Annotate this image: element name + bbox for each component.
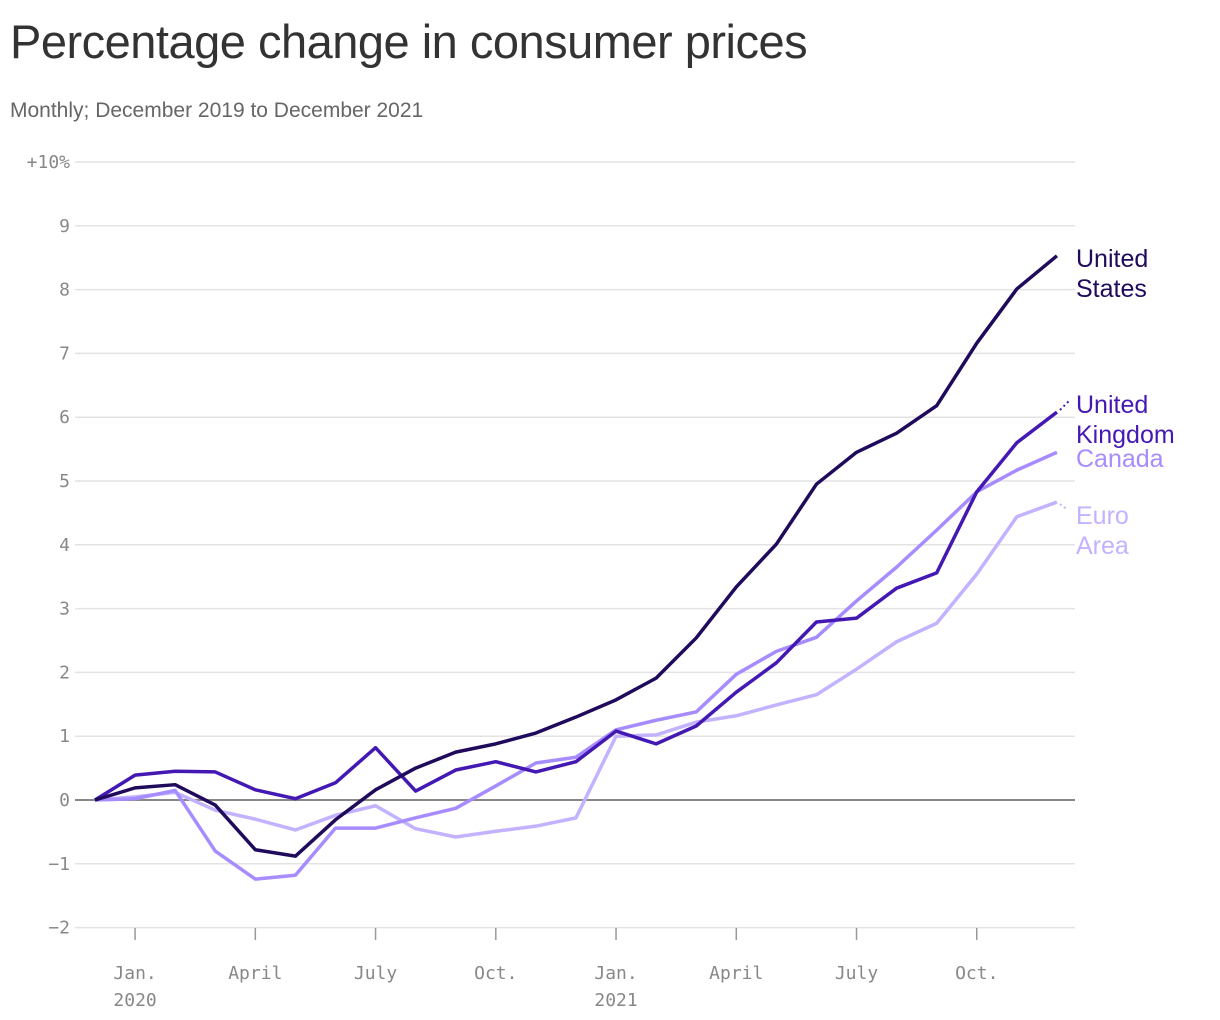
x-tick-label: Jan.: [594, 963, 637, 984]
series-line-united-states: [94, 254, 1059, 858]
series-label-united-kingdom: Kingdom: [1076, 421, 1175, 449]
x-tick-label: April: [228, 963, 282, 984]
x-tick-label: July: [354, 963, 398, 984]
x-tick-label: Oct.: [955, 963, 998, 984]
x-tick-label: July: [835, 963, 879, 984]
y-tick-label: 7: [59, 343, 70, 364]
x-tick-label: April: [709, 963, 763, 984]
y-tick-label: 1: [59, 726, 70, 747]
chart-subtitle: Monthly; December 2019 to December 2021: [10, 99, 424, 122]
series-label-euro-area: Area: [1076, 532, 1129, 560]
series-label-united-states: United: [1076, 245, 1148, 273]
y-tick-label: 2: [59, 662, 70, 683]
series-label-united-kingdom: United: [1076, 391, 1148, 419]
y-tick-label: 6: [59, 407, 70, 428]
x-tick-year: 2021: [594, 990, 637, 1011]
label-leader: [1059, 399, 1071, 411]
y-tick-label: −1: [48, 854, 70, 875]
x-tick-year: 2020: [113, 990, 156, 1011]
y-tick-label: 8: [59, 280, 70, 301]
chart-title: Percentage change in consumer prices: [10, 15, 808, 68]
y-tick-label: +10%: [27, 152, 71, 173]
y-tick-label: 5: [59, 471, 70, 492]
y-tick-label: 3: [59, 599, 70, 620]
y-tick-label: 9: [59, 216, 70, 237]
series-line-united-kingdom: [94, 410, 1058, 802]
x-tick-label: Jan.: [113, 963, 156, 984]
y-tick-label: 4: [59, 535, 70, 556]
y-tick-label: 0: [59, 790, 70, 811]
series-label-united-states: States: [1076, 275, 1147, 303]
series-label-euro-area: Euro: [1076, 502, 1129, 530]
series-label-canada: Canada: [1076, 445, 1164, 473]
label-leader: [1059, 503, 1069, 511]
x-tick-label: Oct.: [474, 963, 517, 984]
y-tick-label: −2: [48, 918, 70, 939]
